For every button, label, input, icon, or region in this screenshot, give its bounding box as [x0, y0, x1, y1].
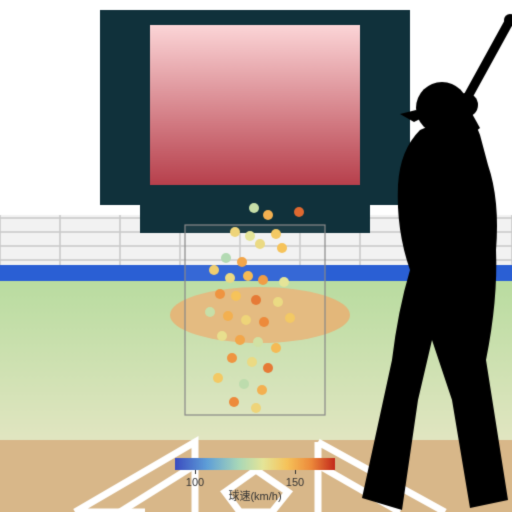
pitch-location-chart — [0, 0, 512, 512]
